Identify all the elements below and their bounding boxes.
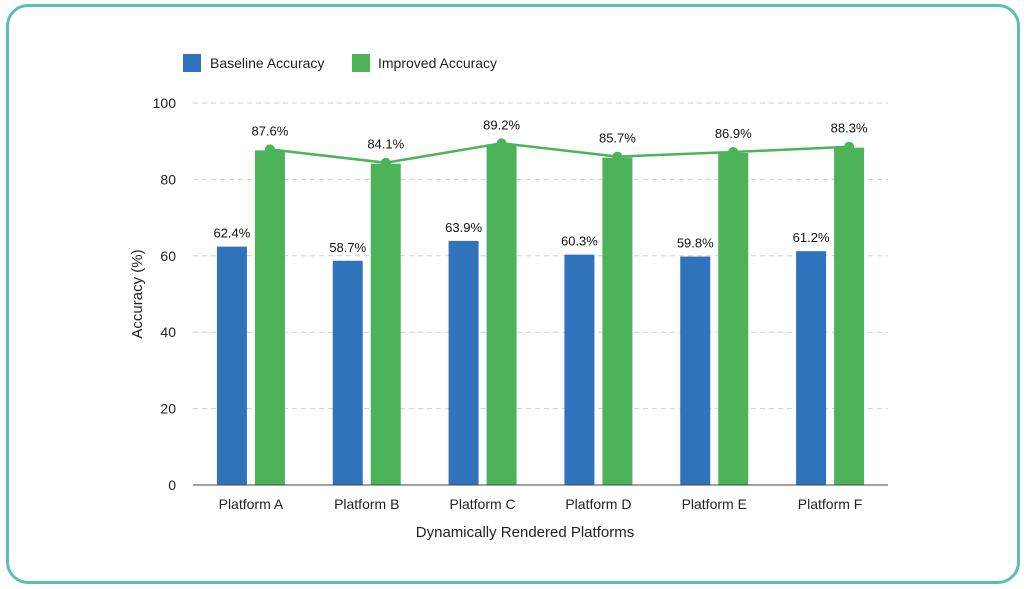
baseline-bar bbox=[448, 240, 479, 485]
baseline-bar bbox=[680, 256, 711, 485]
x-axis-title: Dynamically Rendered Platforms bbox=[416, 524, 634, 541]
bars bbox=[216, 144, 865, 486]
gridlines bbox=[193, 102, 888, 410]
baseline-bar bbox=[332, 260, 363, 485]
trend-point bbox=[844, 141, 855, 152]
trend-point bbox=[380, 157, 391, 168]
y-tick-label: 60 bbox=[160, 248, 176, 264]
y-tick-label: 40 bbox=[160, 324, 176, 340]
improved-data-label: 85.7% bbox=[599, 131, 636, 146]
trend-point bbox=[264, 144, 275, 155]
y-tick-label: 0 bbox=[168, 477, 176, 493]
baseline-data-label: 62.4% bbox=[213, 226, 250, 241]
trend-polyline bbox=[269, 141, 850, 165]
x-tick-label: Platform C bbox=[450, 496, 516, 512]
baseline-bar bbox=[216, 246, 247, 485]
legend: Baseline Accuracy Improved Accuracy bbox=[183, 54, 497, 72]
y-axis-ticks: 0 20 40 60 80 100 bbox=[153, 95, 177, 493]
improved-data-label: 89.2% bbox=[483, 117, 520, 132]
improved-bar bbox=[486, 144, 517, 486]
x-axis-ticks: Platform A Platform B Platform C Platform D… bbox=[219, 496, 863, 512]
x-tick-label: Platform E bbox=[682, 496, 747, 512]
trend-line bbox=[264, 138, 855, 168]
improved-bar bbox=[370, 163, 401, 485]
baseline-data-label: 60.3% bbox=[561, 234, 598, 249]
baseline-bar bbox=[796, 251, 827, 485]
improved-bar bbox=[718, 153, 749, 486]
y-tick-label: 20 bbox=[160, 401, 176, 417]
data-labels: 62.4% 87.6% 58.7% 84.1% 63.9% 89.2% 60.3% 85.7%… bbox=[213, 117, 867, 255]
x-tick-label: Platform D bbox=[565, 496, 631, 512]
legend-swatch-improved bbox=[352, 54, 370, 72]
improved-bar bbox=[254, 150, 285, 486]
baseline-data-label: 58.7% bbox=[329, 240, 366, 255]
baseline-data-label: 61.2% bbox=[793, 230, 830, 245]
improved-bar bbox=[602, 157, 633, 485]
x-tick-label: Platform B bbox=[334, 496, 399, 512]
improved-data-label: 84.1% bbox=[367, 137, 404, 152]
trend-point bbox=[612, 151, 623, 162]
legend-label-baseline: Baseline Accuracy bbox=[210, 55, 324, 71]
baseline-bar bbox=[564, 254, 595, 485]
y-tick-label: 100 bbox=[153, 95, 177, 111]
x-tick-label: Platform F bbox=[798, 496, 863, 512]
y-tick-label: 80 bbox=[160, 171, 176, 187]
legend-label-improved: Improved Accuracy bbox=[378, 55, 497, 71]
improved-bar bbox=[834, 147, 865, 485]
improved-data-label: 86.9% bbox=[715, 126, 752, 141]
improved-data-label: 88.3% bbox=[831, 121, 868, 136]
baseline-data-label: 59.8% bbox=[677, 236, 714, 251]
legend-swatch-baseline bbox=[183, 54, 201, 72]
baseline-data-label: 63.9% bbox=[445, 220, 482, 235]
trend-point bbox=[728, 147, 739, 158]
y-axis-title: Accuracy (%) bbox=[129, 249, 146, 338]
trend-point bbox=[496, 138, 507, 149]
improved-data-label: 87.6% bbox=[251, 123, 288, 138]
x-tick-label: Platform A bbox=[219, 496, 284, 512]
